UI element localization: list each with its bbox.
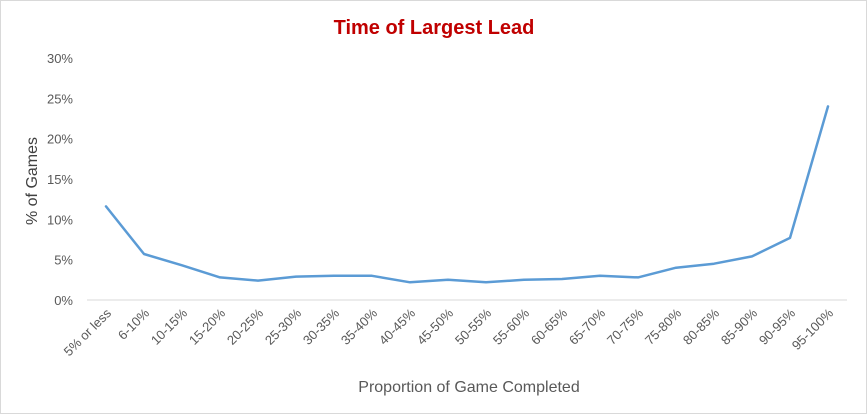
x-axis-label: Proportion of Game Completed — [358, 379, 579, 396]
x-tick-label: 15-20% — [186, 305, 229, 348]
x-tick-label: 30-35% — [300, 305, 343, 348]
x-tick-label: 20-25% — [224, 305, 267, 348]
y-tick-label: 10% — [47, 212, 73, 227]
x-tick-label: 95-100% — [789, 305, 837, 353]
x-tick-label: 80-85% — [680, 305, 723, 348]
x-tick-label: 45-50% — [414, 305, 457, 348]
series-line — [104, 105, 830, 284]
y-tick-label: 20% — [47, 132, 73, 147]
x-tick-label: 75-80% — [642, 305, 685, 348]
x-axis-ticks: 5% or less 6-10%10-15%15-20%20-25%25-30%3… — [61, 305, 837, 359]
y-tick-label: 0% — [54, 293, 73, 308]
x-tick-label: 50-55% — [452, 305, 495, 348]
y-tick-label: 5% — [54, 253, 73, 268]
x-tick-label: 85-90% — [718, 305, 761, 348]
x-tick-label: 5% or less — [61, 305, 115, 359]
x-tick-label: 55-60% — [490, 305, 533, 348]
x-tick-label: 60-65% — [528, 305, 571, 348]
x-tick-label: 35-40% — [338, 305, 381, 348]
x-tick-label: 40-45% — [376, 305, 419, 348]
y-tick-label: 15% — [47, 172, 73, 187]
x-tick-label: 25-30% — [262, 305, 305, 348]
y-tick-label: 30% — [47, 51, 73, 66]
y-tick-label: 25% — [47, 91, 73, 106]
chart-title: Time of Largest Lead — [334, 17, 535, 39]
x-tick-label: 70-75% — [604, 305, 647, 348]
y-axis-label: % of Games — [24, 137, 41, 225]
y-axis-ticks: 0% 5% 10% 15% 20% 25% 30% — [47, 51, 73, 308]
x-tick-label: 10-15% — [148, 305, 191, 348]
x-tick-label: 65-70% — [566, 305, 609, 348]
